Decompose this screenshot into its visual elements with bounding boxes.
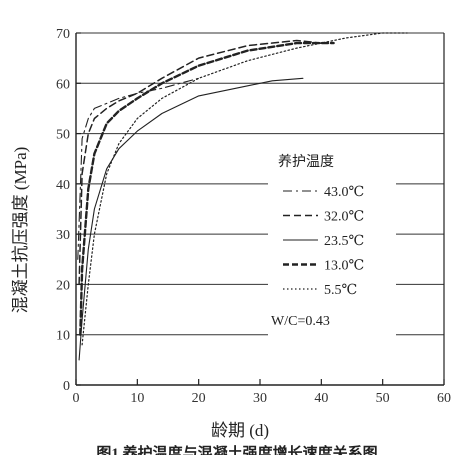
x-tick-label-3: 30 [253, 391, 267, 406]
legend: 养护温度 W/C=0.43 43.0℃ 32.0℃ 23.5℃ 13.0℃ 5.5℃ [268, 146, 396, 338]
legend-title: 养护温度 [278, 154, 334, 170]
legend-label-3: 13.0℃ [324, 259, 364, 274]
y-tick-label-4: 40 [56, 178, 70, 193]
legend-label-4: 5.5℃ [324, 283, 357, 298]
legend-label-0: 43.0℃ [324, 185, 364, 200]
tick-labels: 0 10 20 30 40 50 60 0 10 20 30 40 50 60 70 [56, 27, 451, 406]
y-tick-label-3: 30 [56, 228, 70, 243]
series-line-4 [81, 32, 408, 346]
series-line-3 [79, 41, 335, 336]
y-tick-label-6: 60 [56, 77, 70, 92]
x-tick-label-6: 60 [437, 391, 451, 406]
axes [75, 32, 445, 386]
series-line-1 [78, 39, 323, 286]
x-axis-title: 龄期 (d) [211, 421, 269, 440]
x-tick-label-4: 40 [314, 391, 328, 406]
y-tick-label-0: 0 [63, 379, 70, 394]
y-tick-label-5: 50 [56, 128, 70, 143]
legend-label-1: 32.0℃ [324, 210, 364, 225]
legend-label-2: 23.5℃ [324, 234, 364, 249]
x-tick-label-5: 50 [376, 391, 390, 406]
x-tick-label-0: 0 [73, 391, 80, 406]
figure-caption: 图1 养护温度与混凝土强度增长速度关系图 [96, 444, 377, 455]
x-tick-label-2: 20 [192, 391, 206, 406]
series-lines [77, 32, 408, 361]
y-tick-label-1: 10 [56, 329, 70, 344]
legend-background [268, 146, 396, 338]
legend-note: W/C=0.43 [271, 314, 330, 329]
y-tick-label-2: 20 [56, 278, 70, 293]
y-axis-title: 混凝土抗压强度 (MPa) [11, 147, 30, 314]
series-line-2 [78, 77, 304, 361]
series-line-0 [77, 77, 200, 260]
y-tick-label-7: 70 [56, 27, 70, 42]
x-tick-label-1: 10 [130, 391, 144, 406]
